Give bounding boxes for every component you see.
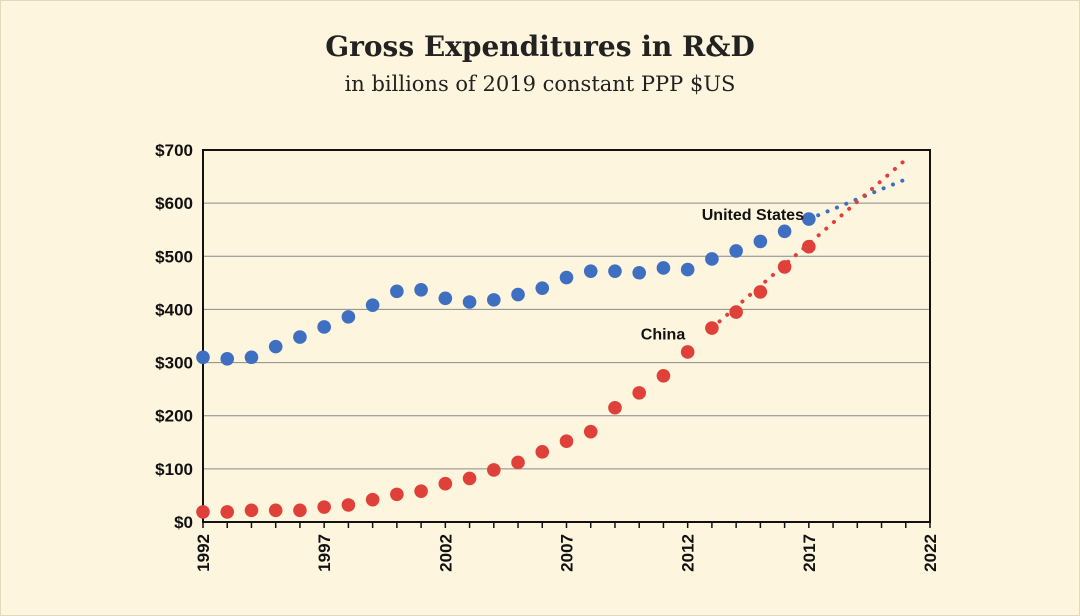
point-china (438, 476, 453, 491)
point-china (777, 260, 792, 274)
chart-title: Gross Expenditures in R&D (325, 30, 755, 63)
point-united-states (511, 287, 525, 302)
point-china (244, 503, 259, 518)
point-united-states (220, 352, 235, 366)
point-china (680, 345, 695, 359)
x-tick-label: 1997 (315, 534, 334, 572)
plot-area (202, 149, 931, 523)
point-united-states (729, 244, 743, 258)
point-united-states (438, 291, 453, 306)
point-united-states (559, 270, 574, 285)
point-china (705, 321, 719, 335)
series-label-united-states: United States (702, 207, 804, 224)
point-united-states (462, 295, 477, 309)
x-tick-label: 2017 (800, 534, 819, 572)
x-tick-label: 2007 (558, 534, 577, 572)
point-united-states (705, 252, 719, 266)
point-china (487, 463, 501, 477)
point-china (293, 503, 307, 518)
point-united-states (680, 262, 695, 277)
point-united-states (753, 234, 768, 249)
point-china (341, 498, 356, 512)
x-tick-label: 1992 (194, 534, 213, 572)
point-united-states (777, 224, 792, 239)
point-united-states (583, 264, 598, 278)
point-united-states (268, 339, 283, 354)
point-china (268, 503, 283, 518)
point-china (656, 369, 671, 383)
point-united-states (341, 310, 356, 324)
point-united-states (317, 320, 331, 334)
projection-china (709, 157, 908, 331)
y-tick-label: $400 (155, 300, 193, 319)
y-tick-label: $0 (174, 513, 193, 532)
series-label-china: China (641, 326, 686, 343)
point-china (365, 492, 380, 507)
x-tick-label: 2012 (679, 534, 698, 572)
point-china (462, 471, 477, 486)
point-china (559, 434, 574, 449)
point-china (608, 400, 622, 415)
point-china (317, 500, 331, 514)
y-tick-label: $500 (155, 247, 193, 266)
point-united-states (293, 330, 307, 344)
x-tick-label: 2002 (436, 534, 455, 572)
point-united-states (632, 265, 646, 280)
point-united-states (244, 350, 259, 365)
point-united-states (365, 298, 380, 312)
point-united-states (196, 350, 210, 365)
y-tick-label: $300 (155, 354, 193, 373)
series-labels: United States China (641, 207, 804, 344)
data-points (196, 212, 816, 519)
point-china (583, 424, 598, 439)
projection-united-states (806, 177, 908, 222)
x-tick-label: 2022 (921, 534, 940, 572)
chart-subtitle: in billions of 2019 constant PPP $US (344, 72, 736, 96)
y-tick-label: $700 (155, 141, 193, 160)
point-china (390, 487, 404, 502)
point-china (535, 445, 550, 459)
point-china (196, 505, 210, 519)
point-united-states (414, 282, 428, 297)
y-tick-label: $600 (155, 194, 193, 213)
point-china (729, 305, 743, 319)
axis-ticks: $0 $100 $200 $300 $400 $500 $600 $700 1992 1997 20… (155, 141, 940, 572)
point-united-states (608, 264, 622, 278)
point-china (414, 484, 428, 498)
point-united-states (656, 261, 671, 275)
gridlines (203, 202, 930, 470)
projection-lines (709, 157, 908, 331)
point-united-states (390, 284, 404, 299)
point-united-states (535, 281, 550, 295)
point-china (632, 386, 646, 400)
y-tick-label: $100 (155, 460, 193, 479)
point-china (511, 455, 525, 470)
point-china (802, 239, 816, 254)
y-tick-label: $200 (155, 407, 193, 426)
point-united-states (487, 293, 501, 307)
point-united-states (802, 212, 816, 226)
point-china (753, 285, 768, 299)
point-china (220, 505, 235, 519)
